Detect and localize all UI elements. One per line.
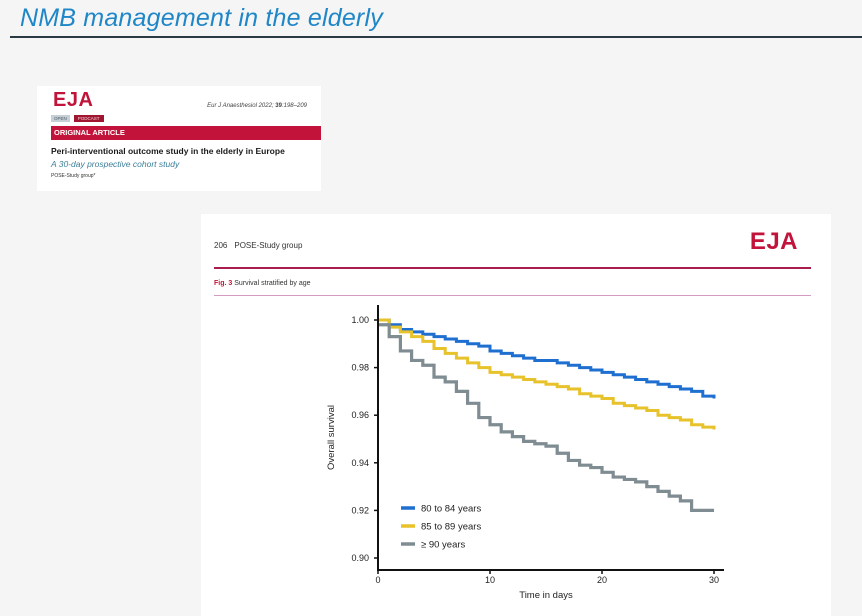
x-ticks: 0 10 20 30: [375, 570, 719, 585]
open-access-badge: OPEN: [51, 115, 70, 122]
series-line-3: [378, 323, 714, 512]
x-tick-label: 0: [375, 575, 380, 585]
journal-logo: EJA: [53, 89, 94, 111]
citation-volume: 39: [275, 103, 282, 109]
article-authors: POSE-Study group*: [51, 173, 96, 179]
series-line-2: [378, 318, 716, 430]
legend: 80 to 84 years 85 to 89 years ≥ 90 years: [401, 504, 481, 551]
y-tick-label: 0.94: [351, 458, 369, 468]
figure-page-card: 206 POSE-Study group EJA Fig. 3 Survival …: [201, 214, 831, 616]
running-header: 206 POSE-Study group: [214, 241, 302, 250]
figure-caption: Fig. 3 Survival stratified by age: [214, 280, 311, 287]
running-head: POSE-Study group: [234, 241, 303, 250]
figure-caption-text: Survival stratified by age: [234, 280, 311, 287]
series-layer: [378, 318, 716, 512]
y-tick-label: 1.00: [351, 315, 369, 325]
header-rule: [214, 267, 811, 269]
x-tick-label: 10: [485, 575, 495, 585]
title-underline: [10, 36, 862, 38]
slide-title: NMB management in the elderly: [20, 4, 383, 32]
y-tick-label: 0.98: [351, 363, 369, 373]
series-line-1: [378, 318, 716, 399]
article-title: Peri-interventional outcome study in the…: [51, 146, 285, 156]
page-number: 206: [214, 241, 228, 250]
legend-label: ≥ 90 years: [421, 540, 466, 551]
y-ticks: 0.90 0.92 0.94 0.96 0.98 1.00: [351, 315, 378, 563]
legend-label: 80 to 84 years: [421, 504, 481, 515]
y-axis-title: Overall survival: [326, 405, 337, 470]
journal-citation: Eur J Anaesthesiol 2022; 39:198–209: [207, 103, 307, 109]
article-header-card: EJA Eur J Anaesthesiol 2022; 39:198–209 …: [37, 86, 321, 191]
legend-label: 85 to 89 years: [421, 522, 481, 533]
figure-label: Fig. 3: [214, 280, 233, 287]
section-banner: ORIGINAL ARTICLE: [51, 126, 321, 140]
x-tick-label: 30: [709, 575, 719, 585]
article-subtitle: A 30-day prospective cohort study: [51, 159, 180, 169]
x-tick-label: 20: [597, 575, 607, 585]
x-axis-title: Time in days: [519, 590, 573, 601]
podcast-badge: PODCAST: [73, 115, 104, 122]
caption-rule: [214, 295, 811, 296]
y-tick-label: 0.92: [351, 505, 369, 515]
y-tick-label: 0.90: [351, 553, 369, 563]
citation-pages: :198–209: [281, 103, 307, 109]
article-badges: OPEN PODCAST: [51, 115, 104, 122]
citation-prefix: Eur J Anaesthesiol 2022;: [207, 103, 276, 109]
y-tick-label: 0.96: [351, 410, 369, 420]
journal-logo-large: EJA: [749, 228, 798, 255]
